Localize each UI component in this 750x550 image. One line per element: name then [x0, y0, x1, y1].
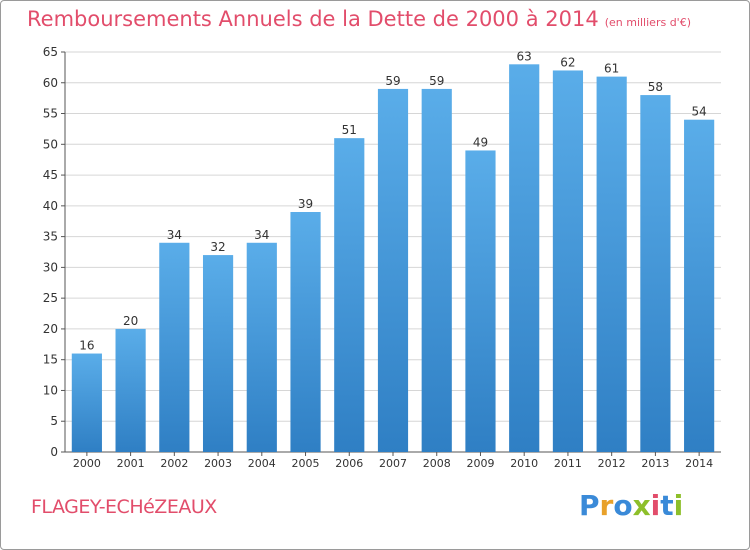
chart-title-text: Remboursements Annuels de la Dette de 20…: [27, 7, 599, 31]
bar-2013: [640, 95, 671, 453]
value-label-2009: 49: [473, 135, 488, 149]
value-label-2013: 58: [648, 80, 663, 94]
place-name: FLAGEY-ECHéZEAUX: [31, 496, 217, 518]
bar-2006: [334, 138, 365, 452]
y-tick-label: 55: [43, 107, 58, 121]
y-tick-label: 10: [43, 383, 58, 397]
y-tick-label: 15: [43, 353, 58, 367]
y-tick-label: 40: [43, 199, 58, 213]
value-label-2000: 16: [79, 339, 94, 353]
logo-letter: r: [599, 489, 614, 522]
bar-2012: [596, 76, 627, 452]
y-tick-label: 30: [43, 260, 58, 274]
logo-letter: t: [660, 489, 674, 522]
y-tick-label: 60: [43, 76, 58, 90]
x-tick-label-2007: 2007: [379, 457, 407, 470]
logo-letter: P: [579, 489, 600, 522]
bar-2005: [290, 212, 321, 452]
bar-2000: [71, 353, 102, 452]
value-label-2004: 34: [254, 228, 269, 242]
value-label-2011: 62: [560, 55, 575, 69]
x-tick-label-2006: 2006: [335, 457, 363, 470]
labels: 0 5 10 15 20 25 30 35 40 45 50 55 60 65 16 2000 20 2001 34…: [43, 45, 713, 470]
bars: [71, 64, 715, 453]
bar-2003: [202, 255, 234, 452]
value-label-2007: 59: [385, 74, 400, 88]
bar-2010: [509, 64, 540, 453]
x-tick-label-2012: 2012: [598, 457, 626, 470]
logo-letter: o: [613, 489, 633, 522]
value-label-2010: 63: [517, 49, 532, 63]
bar-2008: [421, 88, 452, 452]
bar-2007: [377, 88, 409, 452]
bar-2011: [552, 70, 584, 452]
x-tick-label-2005: 2005: [292, 457, 320, 470]
x-tick-label-2008: 2008: [423, 457, 451, 470]
logo-letter: x: [632, 489, 651, 522]
y-tick-label: 20: [43, 322, 58, 336]
value-label-2005: 39: [298, 197, 313, 211]
y-tick-label: 5: [50, 414, 58, 428]
chart-unit: (en milliers d'€): [604, 16, 691, 29]
value-label-2008: 59: [429, 74, 444, 88]
proxiti-logo: Proxiti: [579, 489, 683, 522]
bar-2001: [115, 328, 146, 452]
value-label-2001: 20: [123, 314, 138, 328]
value-label-2012: 61: [604, 62, 619, 76]
x-tick-label-2009: 2009: [466, 457, 494, 470]
bar-2004: [246, 242, 277, 452]
x-tick-label-2001: 2001: [117, 457, 145, 470]
x-tick-label-2003: 2003: [204, 457, 232, 470]
y-tick-label: 25: [43, 291, 58, 305]
bar-2002: [159, 242, 190, 452]
x-tick-label-2010: 2010: [510, 457, 538, 470]
bar-2009: [465, 150, 496, 452]
value-label-2014: 54: [691, 105, 706, 119]
x-tick-label-2013: 2013: [641, 457, 669, 470]
value-label-2002: 34: [167, 228, 182, 242]
x-tick-label-2011: 2011: [554, 457, 582, 470]
x-tick-label-2004: 2004: [248, 457, 276, 470]
y-tick-label: 35: [43, 230, 58, 244]
x-tick-label-2002: 2002: [160, 457, 188, 470]
y-tick-label: 0: [50, 445, 58, 459]
logo-letter: i: [673, 489, 684, 522]
y-tick-label: 45: [43, 168, 58, 182]
y-tick-label: 65: [43, 45, 58, 59]
logo-letter: i: [650, 489, 661, 522]
value-label-2006: 51: [342, 123, 357, 137]
x-tick-label-2014: 2014: [685, 457, 713, 470]
chart-title: Remboursements Annuels de la Dette de 20…: [27, 7, 691, 31]
x-tick-label-2000: 2000: [73, 457, 101, 470]
value-label-2003: 32: [210, 240, 225, 254]
y-tick-label: 50: [43, 137, 58, 151]
bar-2014: [684, 119, 715, 452]
